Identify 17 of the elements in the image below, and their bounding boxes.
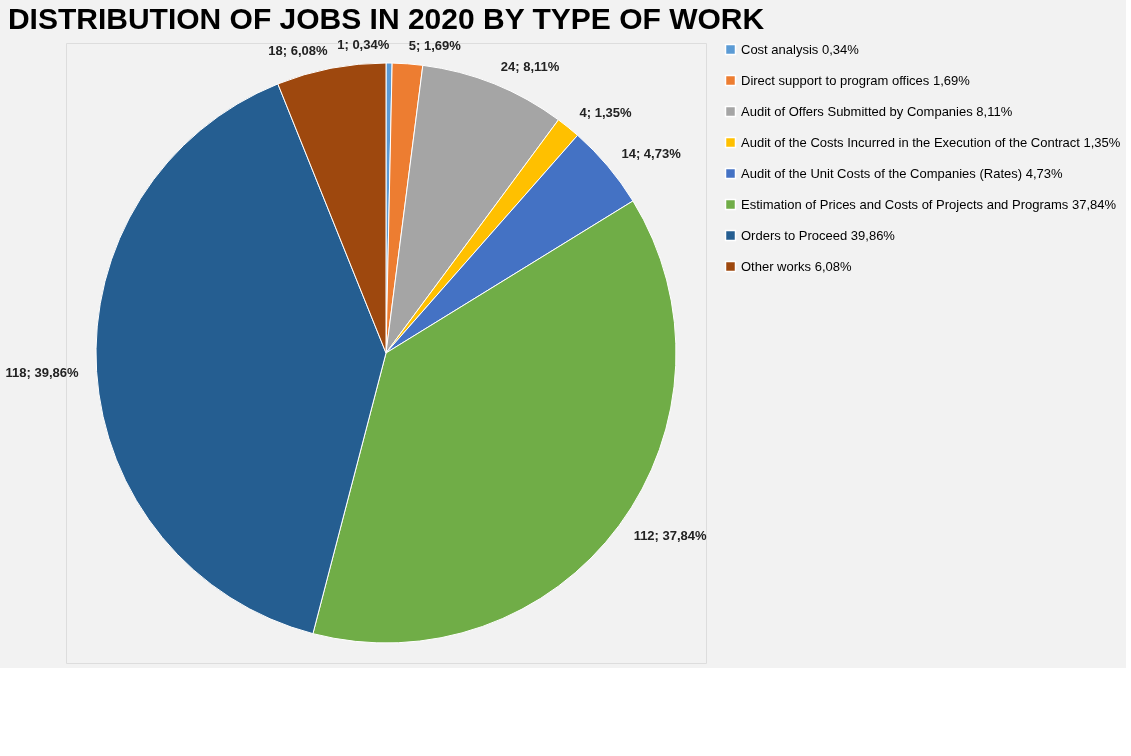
legend-label: Cost analysis 0,34% <box>741 41 860 57</box>
legend-label: Audit of Offers Submitted by Companies 8,11% <box>741 103 1013 119</box>
legend-label: Direct support to program offices 1,69% <box>741 72 971 88</box>
data-label: 112; 37,84% <box>633 528 708 544</box>
legend-label: Other works 6,08% <box>741 258 852 274</box>
legend-label: Orders to Proceed 39,86% <box>741 227 896 243</box>
chart-title: DISTRIBUTION OF JOBS IN 2020 BY TYPE OF WORK <box>7 2 765 36</box>
data-label: 1; 0,34% <box>337 37 390 53</box>
data-label: 5; 1,69% <box>408 37 462 53</box>
legend-label: Audit of the Costs Incurred in the Execution of the Contract 1,35% <box>741 134 1121 150</box>
data-label: 18; 6,08% <box>268 42 328 58</box>
data-label: 14; 4,73% <box>621 146 682 162</box>
data-label: 24; 8,11% <box>500 59 560 75</box>
data-label: 4; 1,35% <box>579 105 632 121</box>
data-label: 118; 39,86% <box>5 364 80 380</box>
legend-label: Estimation of Prices and Costs of Projects and Programs 37,84% <box>741 196 1117 212</box>
legend-label: Audit of the Unit Costs of the Companies (Rates) 4,73% <box>741 165 1063 181</box>
